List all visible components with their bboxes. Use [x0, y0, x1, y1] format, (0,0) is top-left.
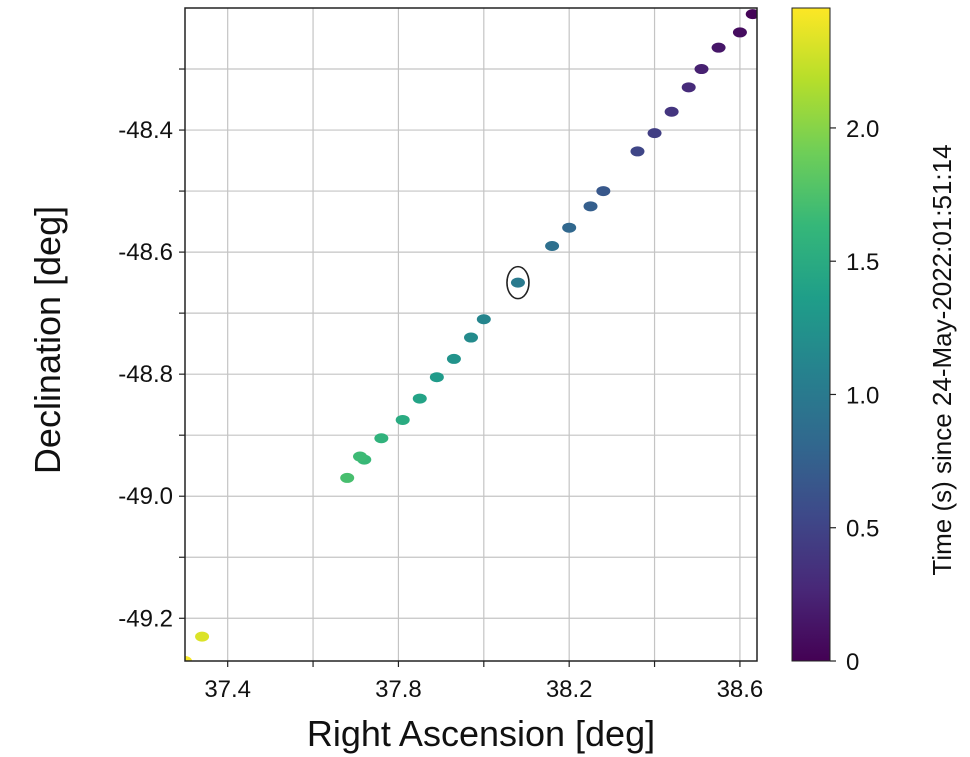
colorbar-label: Time (s) since 24-May-2022:01:51:14: [927, 144, 957, 575]
data-point: [185, 656, 192, 661]
data-point: [353, 451, 368, 462]
annotations: [506, 265, 530, 300]
highlight-ellipse: [506, 265, 530, 300]
colorbar-tick-label: 1.5: [846, 249, 879, 276]
data-point: [745, 9, 757, 20]
colorbar-tick-label: 1.0: [846, 382, 879, 409]
data-point: [562, 222, 577, 233]
plot-frame: [184, 7, 758, 662]
y-tick-label: -49.0: [118, 483, 173, 510]
colorbar: [791, 7, 831, 662]
data-point: [732, 27, 747, 38]
data-point: [464, 332, 478, 343]
data-point: [694, 64, 709, 75]
data-point: [340, 472, 355, 483]
y-tick-label: -48.8: [118, 361, 173, 388]
y-axis-ticks: -48.4 -48.6 -48.8 -49.0 -49.2: [118, 68, 185, 632]
x-tick-label: 38.2: [546, 676, 593, 703]
x-tick-label: 37.8: [375, 676, 422, 703]
data-point: [583, 201, 598, 212]
data-point: [446, 353, 461, 364]
y-tick-label: -48.4: [118, 117, 173, 144]
data-point: [429, 372, 444, 383]
data-points: [185, 9, 757, 661]
colorbar-tick-label: 0: [846, 649, 859, 676]
data-point: [630, 146, 645, 157]
data-point: [374, 433, 389, 444]
data-point: [195, 631, 210, 642]
data-point: [476, 314, 491, 325]
colorbar-tick-label: 0.5: [846, 516, 879, 543]
y-axis-label: Declination [deg]: [27, 206, 68, 474]
data-point: [664, 106, 679, 117]
data-point: [510, 277, 525, 288]
data-point: [596, 186, 611, 197]
data-point: [711, 42, 726, 53]
x-tick-label: 38.6: [717, 676, 764, 703]
colorbar-ticks: 0 0.5 1.0 1.5 2.0: [830, 116, 879, 676]
data-point: [395, 414, 410, 425]
x-axis-label: Right Ascension [deg]: [307, 713, 655, 754]
y-tick-label: -48.6: [118, 239, 173, 266]
colorbar-tick-label: 2.0: [846, 116, 879, 143]
x-tick-label: 37.4: [204, 676, 251, 703]
y-tick-label: -49.2: [118, 605, 173, 632]
data-point: [647, 128, 662, 139]
x-axis-ticks: 37.4 37.8 38.2 38.6: [204, 661, 763, 703]
data-point: [545, 241, 560, 252]
data-point: [412, 393, 427, 404]
grid: [185, 8, 757, 661]
data-point: [681, 82, 696, 93]
